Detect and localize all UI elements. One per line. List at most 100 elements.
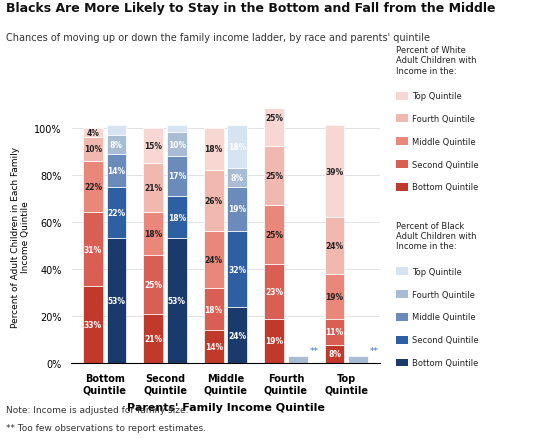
Bar	[324, 319, 344, 345]
Bar	[167, 133, 187, 156]
Text: 39%: 39%	[326, 167, 344, 177]
Text: 24%: 24%	[326, 241, 344, 251]
Text: 22%: 22%	[107, 208, 125, 218]
Text: 33%: 33%	[84, 320, 102, 329]
Text: 18%: 18%	[144, 230, 162, 239]
Bar	[83, 286, 103, 364]
Bar	[264, 147, 284, 206]
Text: 21%: 21%	[144, 184, 162, 193]
Bar	[227, 126, 248, 168]
Bar	[204, 171, 224, 232]
Bar	[107, 187, 126, 239]
Text: Bottom Quintile: Bottom Quintile	[412, 183, 479, 192]
Bar	[144, 164, 163, 213]
Text: ** Too few observations to report estimates.: ** Too few observations to report estima…	[6, 423, 206, 432]
Bar	[107, 154, 126, 187]
Text: 4%: 4%	[86, 128, 100, 138]
Text: Top Quintile: Top Quintile	[412, 92, 462, 101]
Text: 8%: 8%	[328, 350, 341, 359]
Bar	[83, 161, 103, 213]
Text: Bottom Quintile: Bottom Quintile	[412, 358, 479, 367]
Text: 15%: 15%	[144, 141, 162, 150]
Bar	[264, 265, 284, 319]
Text: Middle Quintile: Middle Quintile	[412, 313, 476, 321]
Text: 10%: 10%	[84, 145, 102, 154]
Bar	[264, 319, 284, 364]
Text: Fourth Quintile: Fourth Quintile	[412, 290, 475, 299]
Text: 24%: 24%	[205, 255, 223, 265]
Text: 21%: 21%	[144, 334, 162, 343]
Text: 18%: 18%	[228, 143, 246, 152]
Y-axis label: Percent of Adult Children in Each Family
Income Quintile: Percent of Adult Children in Each Family…	[10, 146, 30, 327]
Text: Second Quintile: Second Quintile	[412, 160, 479, 169]
Bar	[348, 357, 368, 364]
Bar	[227, 232, 248, 307]
Text: Top Quintile: Top Quintile	[412, 267, 462, 276]
Bar	[204, 331, 224, 364]
Text: 31%: 31%	[84, 245, 102, 254]
Bar	[83, 128, 103, 138]
Text: 26%: 26%	[205, 197, 223, 206]
Text: 18%: 18%	[168, 213, 186, 222]
Text: 19%: 19%	[326, 292, 344, 301]
Bar	[144, 213, 163, 255]
Bar	[83, 213, 103, 286]
Bar	[264, 206, 284, 265]
Text: 18%: 18%	[205, 145, 223, 154]
Bar	[144, 255, 163, 314]
Text: 25%: 25%	[265, 231, 283, 240]
Text: Chances of moving up or down the family income ladder, by race and parents' quin: Chances of moving up or down the family …	[6, 33, 430, 43]
Text: Percent of White
Adult Children with
Income in the:: Percent of White Adult Children with Inc…	[396, 46, 476, 76]
Bar	[324, 274, 344, 319]
Bar	[324, 218, 344, 274]
Bar	[204, 128, 224, 171]
Text: 19%: 19%	[228, 205, 246, 214]
Text: 25%: 25%	[144, 280, 162, 289]
Text: 14%: 14%	[107, 166, 125, 175]
Bar	[264, 88, 284, 147]
Text: 24%: 24%	[228, 331, 246, 340]
Text: **: **	[370, 346, 379, 355]
Text: 19%: 19%	[265, 337, 283, 346]
Text: 11%: 11%	[326, 327, 344, 336]
Text: Note: Income is adjusted for family size.: Note: Income is adjusted for family size…	[6, 405, 188, 414]
Text: 8%: 8%	[110, 140, 123, 149]
Text: Fourth Quintile: Fourth Quintile	[412, 115, 475, 124]
Bar	[227, 187, 248, 232]
Text: Second Quintile: Second Quintile	[412, 336, 479, 344]
Text: 53%: 53%	[168, 297, 186, 306]
Text: 8%: 8%	[231, 173, 244, 182]
Bar	[167, 156, 187, 197]
Text: 17%: 17%	[168, 172, 186, 181]
Text: 10%: 10%	[168, 140, 186, 149]
Bar	[324, 126, 344, 218]
Bar	[83, 138, 103, 161]
Text: 23%: 23%	[265, 287, 283, 296]
Bar	[227, 307, 248, 364]
Bar	[167, 126, 187, 133]
Bar	[144, 128, 163, 164]
Text: 53%: 53%	[107, 297, 125, 306]
X-axis label: Parents' Family Income Quintile: Parents' Family Income Quintile	[126, 402, 324, 412]
Bar	[324, 345, 344, 364]
Bar	[204, 232, 224, 288]
Bar	[107, 135, 126, 154]
Bar	[167, 197, 187, 239]
Text: 22%: 22%	[84, 183, 102, 191]
Bar	[288, 357, 307, 364]
Text: Family Income: Family Income	[76, 94, 161, 104]
Text: **: **	[310, 346, 318, 355]
Bar	[167, 239, 187, 364]
Text: 14%: 14%	[205, 343, 223, 352]
Bar	[107, 239, 126, 364]
Bar	[107, 126, 126, 135]
Bar	[204, 288, 224, 331]
Text: Middle Quintile: Middle Quintile	[412, 138, 476, 146]
Bar	[144, 314, 163, 364]
Text: Blacks Are More Likely to Stay in the Bottom and Fall from the Middle: Blacks Are More Likely to Stay in the Bo…	[6, 2, 495, 15]
Text: 32%: 32%	[228, 265, 246, 274]
Text: 25%: 25%	[265, 172, 283, 181]
Bar	[227, 168, 248, 187]
Text: 25%: 25%	[265, 113, 283, 122]
Text: Percent of Black
Adult Children with
Income in the:: Percent of Black Adult Children with Inc…	[396, 221, 476, 251]
